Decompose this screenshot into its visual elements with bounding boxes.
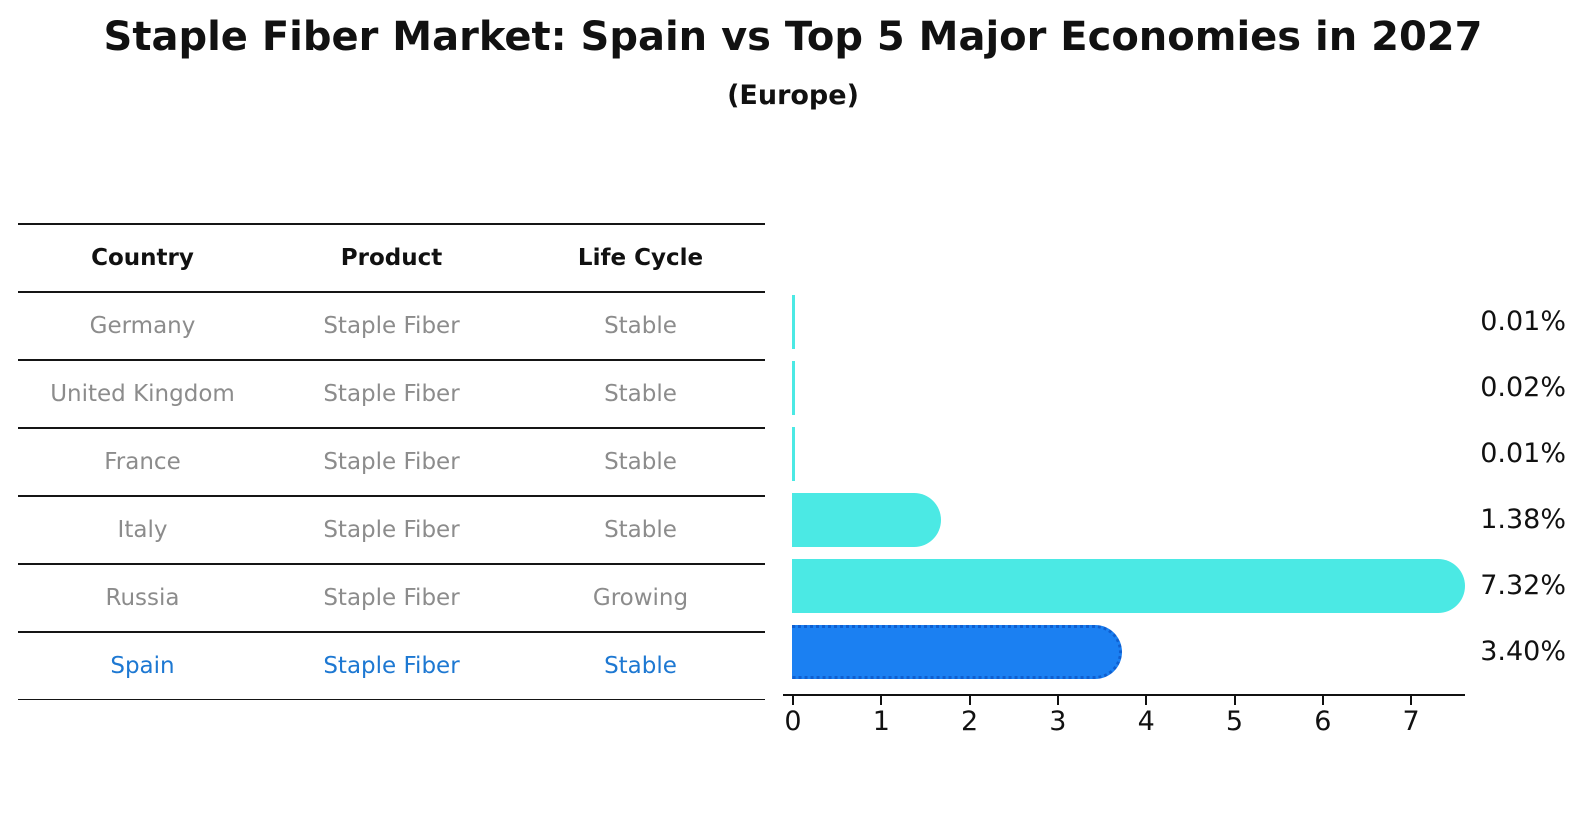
table-row: Germany Staple Fiber Stable — [18, 293, 765, 361]
table-row: Italy Staple Fiber Stable — [18, 497, 765, 565]
table-cell-country: France — [104, 449, 181, 475]
column-header-lifecycle: Life Cycle — [577, 245, 704, 271]
bar-united-kingdom — [792, 361, 795, 415]
table-row: United Kingdom Staple Fiber Stable — [18, 361, 765, 429]
x-tick-label: 2 — [961, 706, 979, 737]
x-tick-mark — [968, 696, 971, 705]
x-tick-label: 6 — [1314, 706, 1332, 737]
x-tick-mark — [792, 696, 794, 705]
bar-value-label: 0.01% — [1480, 438, 1566, 469]
x-tick-mark — [880, 696, 883, 705]
x-axis-line — [783, 694, 1465, 697]
chart-title: Staple Fiber Market: Spain vs Top 5 Majo… — [103, 14, 1483, 60]
table-cell-life_cycle: Growing — [592, 585, 689, 611]
table-cell-life_cycle: Stable — [604, 653, 677, 679]
bar-france — [792, 427, 795, 481]
table-cell-country: Russia — [105, 585, 180, 611]
table-row: Spain Staple Fiber Stable — [18, 633, 765, 700]
x-tick-mark — [1145, 696, 1148, 705]
chart-subtitle: (Europe) — [727, 80, 859, 111]
bar-value-label: 7.32% — [1480, 570, 1566, 601]
x-tick-label: 7 — [1402, 706, 1420, 737]
table-cell-life_cycle: Stable — [604, 313, 677, 339]
bar-value-label: 0.02% — [1480, 372, 1566, 403]
x-tick-label: 4 — [1137, 706, 1155, 737]
x-tick-mark — [1056, 696, 1059, 705]
bar-highlight-spain — [792, 625, 1123, 679]
bar-value-label: 3.40% — [1480, 636, 1566, 667]
table-cell-life_cycle: Stable — [604, 449, 677, 475]
bar-value-label: 1.38% — [1480, 504, 1566, 535]
table-cell-product: Staple Fiber — [323, 585, 460, 611]
table-cell-product: Staple Fiber — [323, 313, 460, 339]
table-body: Germany Staple Fiber Stable United Kingdom S… — [18, 293, 765, 700]
x-tick-mark — [1321, 696, 1324, 705]
x-tick-mark — [1233, 696, 1236, 705]
column-header-product: Product — [340, 245, 443, 271]
table-cell-country: Italy — [117, 517, 168, 543]
table-cell-country: Spain — [110, 653, 175, 679]
x-tick-mark — [1410, 696, 1413, 705]
table-cell-life_cycle: Stable — [604, 517, 677, 543]
column-header-country: Country — [91, 245, 194, 271]
table-cell-product: Staple Fiber — [323, 517, 460, 543]
table-header-row: Country Product Life Cycle — [18, 223, 765, 293]
x-tick-label: 5 — [1225, 706, 1244, 737]
bar-germany — [792, 295, 795, 349]
table-row: France Staple Fiber Stable — [18, 429, 765, 497]
x-tick-label: 1 — [872, 706, 890, 737]
table-cell-country: Germany — [89, 313, 196, 339]
table-cell-life_cycle: Stable — [604, 381, 677, 407]
table-cell-product: Staple Fiber — [323, 449, 460, 475]
bar-italy — [792, 493, 941, 547]
x-tick-label: 3 — [1049, 706, 1067, 737]
bar-russia — [792, 559, 1466, 613]
x-tick-label: 0 — [784, 706, 802, 737]
table-cell-country: United Kingdom — [50, 381, 235, 407]
table-cell-product: Staple Fiber — [323, 653, 460, 679]
table-row: Russia Staple Fiber Growing — [18, 565, 765, 633]
bar-value-label: 0.01% — [1480, 306, 1566, 337]
country-table: Country Product Life Cycle Germany Staple… — [18, 223, 765, 700]
table-cell-product: Staple Fiber — [323, 381, 460, 407]
